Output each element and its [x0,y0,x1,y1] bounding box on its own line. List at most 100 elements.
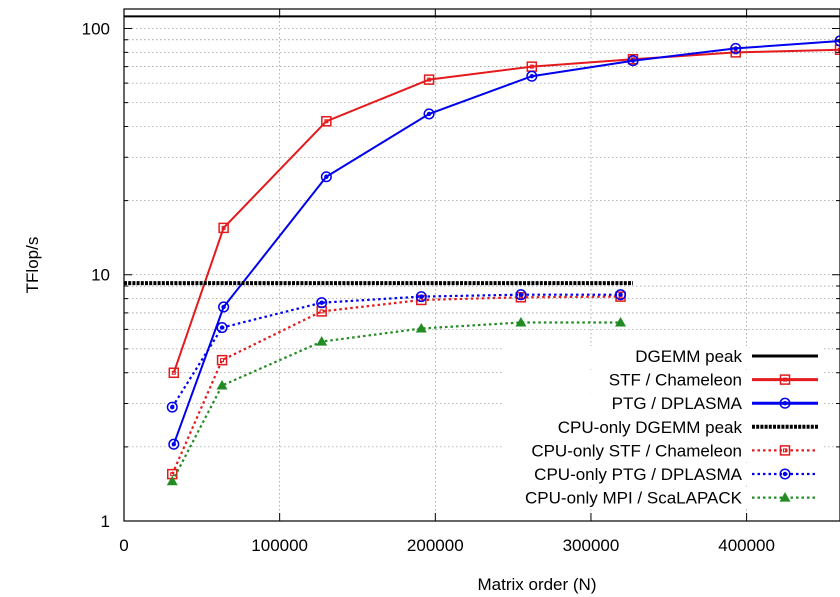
data-point-inner [838,47,840,52]
legend-label: CPU-only MPI / ScaLAPACK [525,489,743,508]
legend-label: CPU-only DGEMM peak [558,418,743,437]
data-point [316,297,328,309]
legend-item: PTG / DPLASMA [502,393,823,415]
legend-item: CPU-only MPI / ScaLAPACK [502,487,823,510]
x-tick-label: 200000 [407,536,464,555]
data-point [526,70,538,82]
data-point [216,322,228,334]
legend-label: PTG / DPLASMA [612,394,743,413]
legend-item: CPU-only PTG / DPLASMA [502,464,823,486]
legend-item: STF / Chameleon [502,369,823,392]
legend-bg [502,487,823,510]
data-point-inner [529,74,535,79]
data-point [415,322,427,333]
data-point [216,354,228,366]
y-tick-label: 100 [82,19,110,38]
data-point-inner [733,46,738,51]
data-point [614,289,627,301]
legend-item: CPU-only DGEMM peak [502,416,823,439]
y-axis-title: TFlop/s [23,237,42,294]
data-point-inner [170,472,175,477]
data-point [834,35,840,47]
x-tick-label: 400000 [718,536,775,555]
data-point [615,316,627,327]
data-point-inner [618,292,623,297]
y-tick-label: 1 [101,512,110,531]
legend-item: CPU-only STF / Chameleon [502,440,823,462]
legend-bg [502,464,823,486]
data-point-inner [170,404,175,410]
plot-frame [123,8,840,522]
legend-marker [779,445,791,456]
legend-marker [779,492,791,502]
data-point [166,475,178,486]
legend-item: DGEMM peak [502,346,823,368]
data-point [218,222,229,234]
legend-bg [502,393,823,415]
legend: DGEMM peak STF / Chameleon PTG / DPLASMA CP… [502,346,823,510]
x-axis-title: Matrix order (N) [477,575,596,594]
data-point-inner [426,111,432,117]
data-point-inner [219,325,225,330]
data-point [834,44,840,55]
data-point-inner [518,292,524,297]
series-line [171,293,621,408]
data-point [168,438,180,450]
legend-marker-inner [782,401,788,406]
legend-bg [502,346,823,368]
series-1 [168,44,840,378]
data-point-inner [171,370,176,375]
data-point-inner [529,64,534,69]
legend-label: CPU-only STF / Chameleon [531,441,742,460]
legend-marker [779,374,791,385]
data-point-inner [220,358,225,363]
data-point-inner [319,300,324,305]
x-tick-label: 0 [119,536,128,555]
series-6 [166,316,627,486]
data-point [216,380,228,390]
y-tick-label: 10 [91,266,110,285]
series-line [172,48,840,374]
data-point [316,336,328,346]
data-point [218,301,230,313]
data-point [423,74,435,85]
legend-bg [502,416,823,439]
data-point [627,55,639,67]
x-tick-label: 300000 [563,536,620,555]
axis-ticks: 0 100000 200000 300000 400000 1 10 100 [82,9,840,555]
data-point [423,108,435,120]
data-point [321,116,332,127]
data-point [515,316,527,327]
series-line [171,321,621,482]
series-line [171,295,621,475]
data-point-inner [324,174,329,179]
legend-marker-inner [783,377,787,382]
plot-series [124,15,840,486]
data-point-inner [427,77,432,82]
data-point [415,291,427,303]
legend-marker-inner [782,471,788,477]
data-point-inner [221,304,226,310]
legend-label: CPU-only PTG / DPLASMA [534,465,742,484]
data-point-inner [630,58,636,63]
series-2 [168,35,840,450]
data-point-inner [171,442,177,447]
data-point [168,367,180,378]
data-point [515,289,527,301]
x-tick-label: 100000 [251,536,308,555]
legend-marker [779,397,791,409]
legend-label: STF / Chameleon [609,371,742,390]
data-point-inner [324,119,329,124]
data-point-inner [319,309,324,314]
series-5 [166,289,627,413]
legend-marker [779,468,791,480]
legend-bg [502,369,823,392]
data-point [320,171,332,183]
data-point [166,401,178,413]
legend-marker-inner [783,448,787,453]
data-point [730,42,742,54]
data-point-inner [221,225,226,230]
data-point-inner [419,294,424,299]
legend-bg [502,440,823,462]
